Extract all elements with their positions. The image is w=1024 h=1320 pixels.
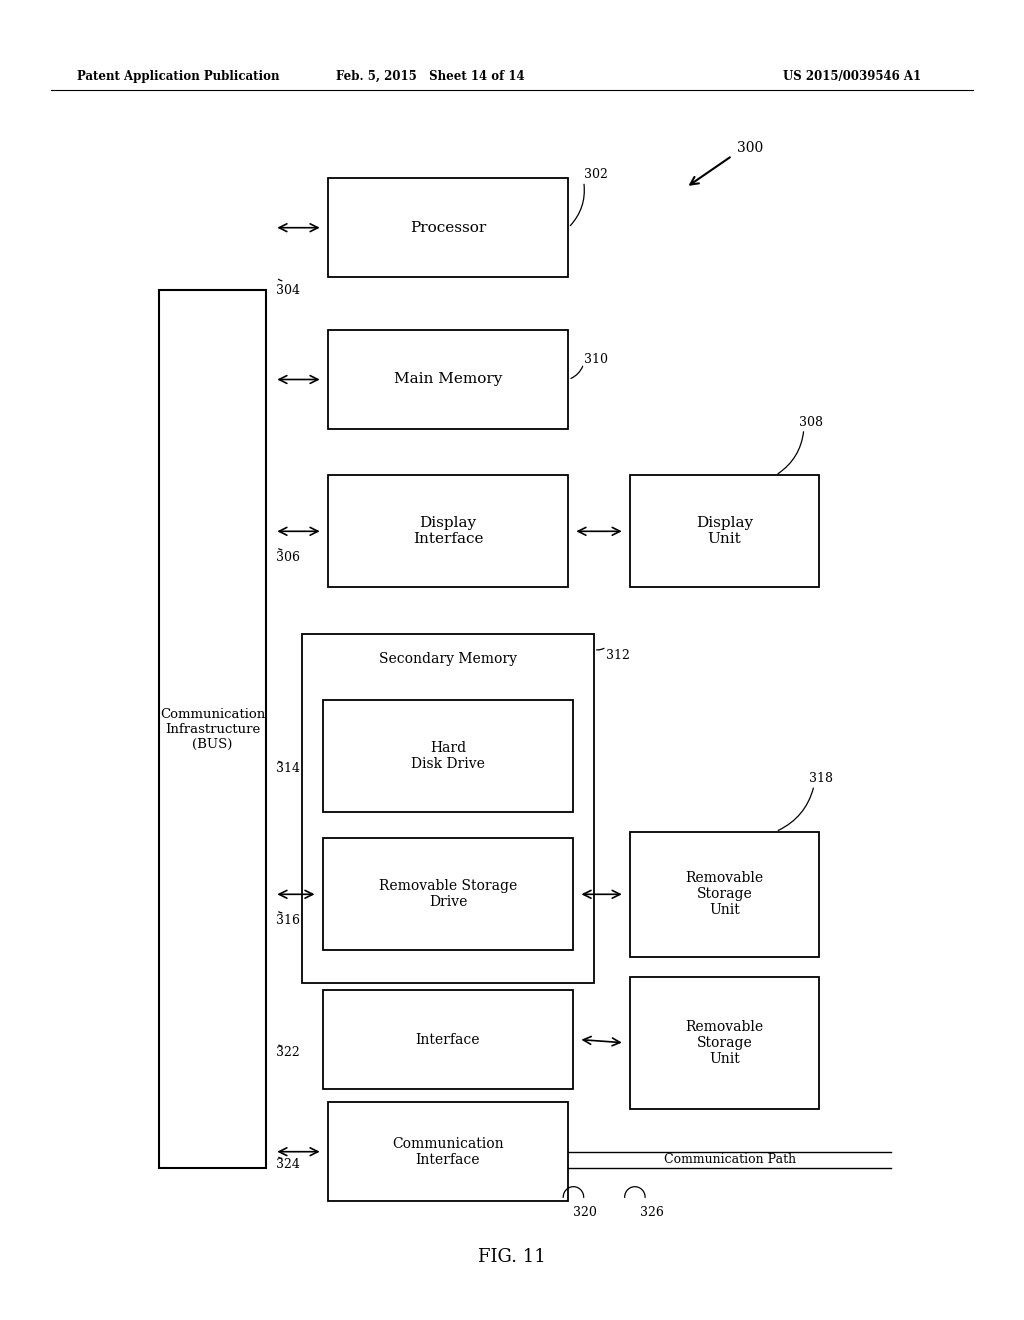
Bar [323,838,573,950]
Text: 306: 306 [276,552,300,564]
Text: Removable
Storage
Unit: Removable Storage Unit [685,871,764,917]
Text: Communication
Interface: Communication Interface [392,1137,504,1167]
Text: Communication Path: Communication Path [664,1154,796,1166]
Bar [328,178,568,277]
Text: Hard
Disk Drive: Hard Disk Drive [411,741,485,771]
Text: 300: 300 [737,141,764,154]
Text: 308: 308 [799,416,822,429]
Bar [328,330,568,429]
Text: 326: 326 [640,1206,664,1220]
Text: Main Memory: Main Memory [394,372,502,387]
Text: Feb. 5, 2015   Sheet 14 of 14: Feb. 5, 2015 Sheet 14 of 14 [336,70,524,83]
Text: 324: 324 [276,1159,300,1171]
Text: Secondary Memory: Secondary Memory [379,652,517,667]
Text: 322: 322 [276,1045,300,1059]
Text: 318: 318 [809,772,833,785]
Bar [630,475,819,587]
Text: Display
Interface: Display Interface [413,516,483,546]
Text: US 2015/0039546 A1: US 2015/0039546 A1 [783,70,922,83]
Bar [159,290,266,1168]
Text: 316: 316 [276,913,300,927]
Bar [323,990,573,1089]
Text: FIG. 11: FIG. 11 [478,1247,546,1266]
Bar [323,700,573,812]
Text: Interface: Interface [416,1032,480,1047]
Text: Processor: Processor [410,220,486,235]
Bar [328,1102,568,1201]
Text: Removable Storage
Drive: Removable Storage Drive [379,879,517,909]
Text: Display
Unit: Display Unit [696,516,753,546]
Text: 320: 320 [573,1206,597,1220]
Text: Patent Application Publication: Patent Application Publication [77,70,280,83]
Text: 302: 302 [584,169,607,181]
Bar [328,475,568,587]
Bar [630,977,819,1109]
Bar [630,832,819,957]
Text: 312: 312 [606,649,630,663]
Text: 304: 304 [276,284,300,297]
Text: Communication
Infrastructure
(BUS): Communication Infrastructure (BUS) [160,708,265,751]
Text: 314: 314 [276,763,300,775]
Text: Removable
Storage
Unit: Removable Storage Unit [685,1019,764,1067]
Text: 310: 310 [584,354,607,366]
Bar [302,634,594,983]
